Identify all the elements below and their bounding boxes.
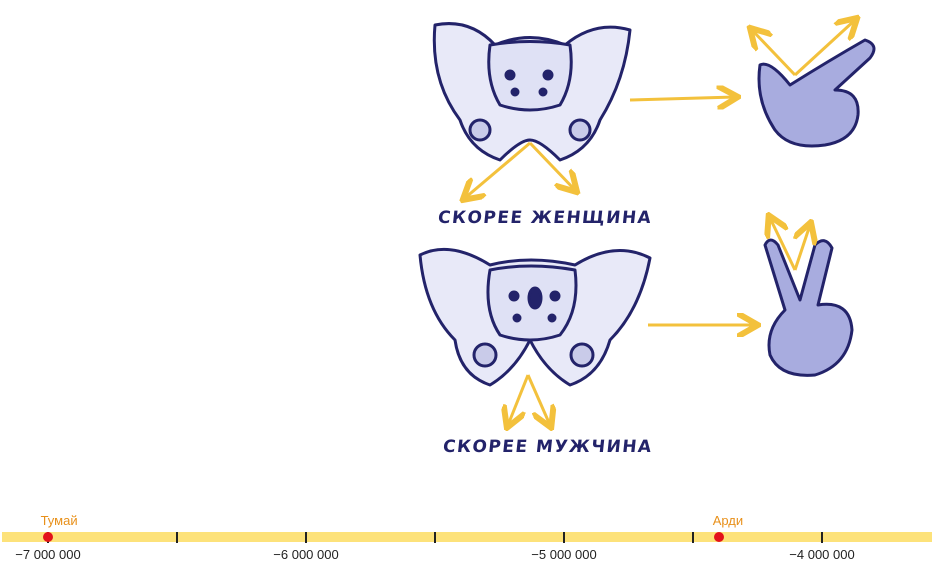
timeline-tick	[176, 532, 178, 543]
l-hand-gesture-icon	[757, 38, 876, 148]
timeline-bar	[2, 532, 932, 542]
male-pelvis-icon	[418, 247, 652, 387]
event-marker	[43, 532, 53, 542]
timeline-tick	[821, 532, 823, 543]
timeline-tick	[305, 532, 307, 543]
event-label-tumai: Тумай	[40, 513, 78, 528]
v-hand-gesture-icon	[763, 238, 854, 377]
tick-label: −6 000 000	[273, 547, 339, 562]
female-pelvis-icon	[432, 22, 632, 162]
event-label-ardi: Арди	[712, 513, 744, 528]
male-caption: СКОРЕЕ МУЖЧИНА	[441, 437, 654, 457]
timeline: −7 000 000 −6 000 000 −5 000 000 −4 000 …	[0, 500, 934, 584]
tick-label: −7 000 000	[15, 547, 81, 562]
event-marker	[713, 532, 724, 542]
pelvis-diagram	[418, 0, 876, 500]
timeline-tick	[434, 532, 436, 543]
tick-label: −4 000 000	[789, 547, 855, 562]
female-caption: СКОРЕЕ ЖЕНЩИНА	[436, 208, 654, 228]
tick-label: −5 000 000	[531, 547, 597, 562]
arrows	[465, 20, 855, 425]
timeline-tick	[563, 532, 565, 543]
timeline-tick	[692, 532, 694, 543]
